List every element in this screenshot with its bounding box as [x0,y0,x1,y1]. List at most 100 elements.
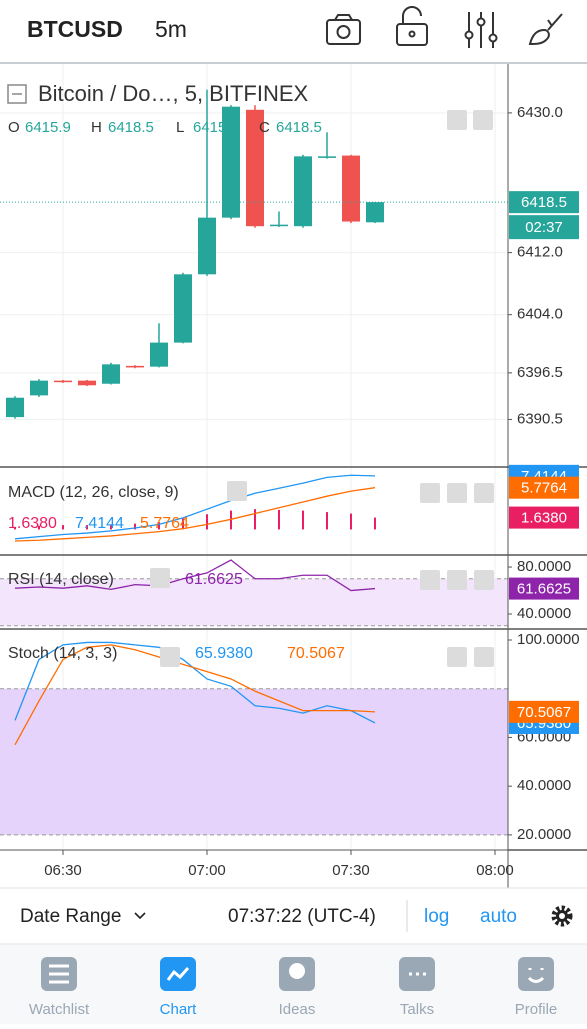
pane-button[interactable] [447,570,467,590]
pane-button[interactable] [474,647,494,667]
indicators-icon[interactable] [464,12,498,48]
date-range[interactable]: Date Range [20,906,121,927]
settings-icon[interactable] [551,905,573,927]
tab[interactable]: Profile [515,957,558,1018]
clock[interactable]: 07:37:22 (UTC-4) [228,906,376,927]
chart-title: Bitcoin / Do…, 5, BITFINEX [38,81,309,106]
candle-body [222,106,240,218]
tab-bar: Watchlist Chart Ideas Talks Profile [0,943,587,1024]
auto-toggle[interactable]: auto [480,906,517,927]
tab-label: Ideas [279,1001,316,1018]
x-tick-label: 08:00 [476,862,514,879]
y-tick-label: 40.0000 [517,777,571,794]
camera-icon[interactable] [326,14,361,45]
collapse-icon [7,84,27,104]
tab[interactable]: Chart [160,957,198,1018]
histogram-bar [278,509,280,530]
header: BTCUSD 5m [0,0,587,64]
y-tick-label: 40.0000 [517,605,571,622]
tab[interactable]: Ideas [279,957,316,1018]
y-tick-label: 100.0000 [517,631,580,648]
tab-icon-glyph [527,968,545,983]
pane-button[interactable] [447,647,467,667]
indicator-line [14,474,376,540]
y-tick-label: 20.0000 [517,826,571,843]
y-tick-label: 6412.0 [517,244,563,261]
candle-body [318,156,336,158]
ohlc-label: C [259,119,270,136]
axis-value-label-box [509,506,579,529]
axis-value-label-box [509,577,579,600]
indicator-title: MACD (12, 26, close, 9) [8,484,179,501]
histogram-bar [14,527,16,530]
candle-body [54,380,72,383]
y-tick-label: 6430.0 [517,104,563,121]
y-tick-label: 6390.5 [517,410,563,427]
ohlc-value: 6418.5 [108,119,154,136]
interval[interactable]: 5m [155,16,187,42]
histogram-bar [374,517,376,530]
header-bg [0,0,587,62]
chevron [134,912,146,920]
histogram-bar [182,518,184,530]
ohlc-value: 6418.5 [276,119,322,136]
lock-icon[interactable] [396,6,428,46]
legend-value: 1.6380 [8,515,57,532]
histogram-bar [350,513,352,530]
indicator-title: Stoch (14, 3, 3) [8,645,117,662]
pane-button[interactable] [474,570,494,590]
tab-icon-glyph [49,964,69,984]
pane-button[interactable] [474,483,494,503]
last-price-label: 6418.5 [521,194,567,211]
axis-value-label: 61.6625 [517,581,571,598]
pane-button[interactable] [420,483,440,503]
axis-value-label: 5.7764 [521,480,567,497]
tab-label: Chart [160,1001,198,1018]
pane-button[interactable] [447,483,467,503]
ohlc-label: O [8,119,20,136]
y-tick-label: 6396.5 [517,364,563,381]
drawing-icon[interactable] [528,13,563,46]
tab-label: Watchlist [29,1001,90,1018]
legend-value: 61.6625 [185,571,243,588]
y-tick-label: 80.0000 [517,558,571,575]
legend-value: 7.4144 [75,515,124,532]
chart-area: Bitcoin / Do…, 5, BITFINEX O 6415.9 H 6418.5… [0,64,587,888]
axis-value-label: 70.5067 [517,704,571,721]
close-button[interactable] [150,568,170,588]
histogram-bar [86,525,88,530]
indicator-line [14,487,376,542]
candle-body [366,202,384,223]
pane-button[interactable] [447,110,467,130]
ohlc-label: H [91,119,102,136]
candle-body [198,217,216,275]
candle-body [30,380,48,396]
legend-value: 70.5067 [287,645,345,662]
candle-body [174,274,192,343]
log-toggle[interactable]: log [424,906,449,927]
candle-body [6,397,24,418]
candle-body [270,224,288,227]
tab[interactable]: Watchlist [29,957,90,1018]
tab-icon [518,957,554,991]
tab[interactable]: Talks [399,957,435,1018]
indicator-line [14,644,376,746]
ohlc-value: 6415.9 [25,119,71,136]
ohlc-value: 6415.8 [193,119,239,136]
tab-label: Talks [400,1001,434,1018]
band-fill [0,688,508,835]
pane-button[interactable] [473,110,493,130]
legend-value: 65.9380 [195,645,253,662]
x-tick-label: 07:00 [188,862,226,879]
tab-icon-glyph [166,967,190,981]
axis-value-label-box [509,476,579,499]
candle-body [294,156,312,227]
symbol[interactable]: BTCUSD [27,16,123,42]
countdown: 02:37 [525,219,563,236]
x-tick-label: 07:30 [332,862,370,879]
close-button[interactable] [227,481,247,501]
close-button[interactable] [160,647,180,667]
indicator-line [14,641,376,724]
pane-button[interactable] [420,570,440,590]
